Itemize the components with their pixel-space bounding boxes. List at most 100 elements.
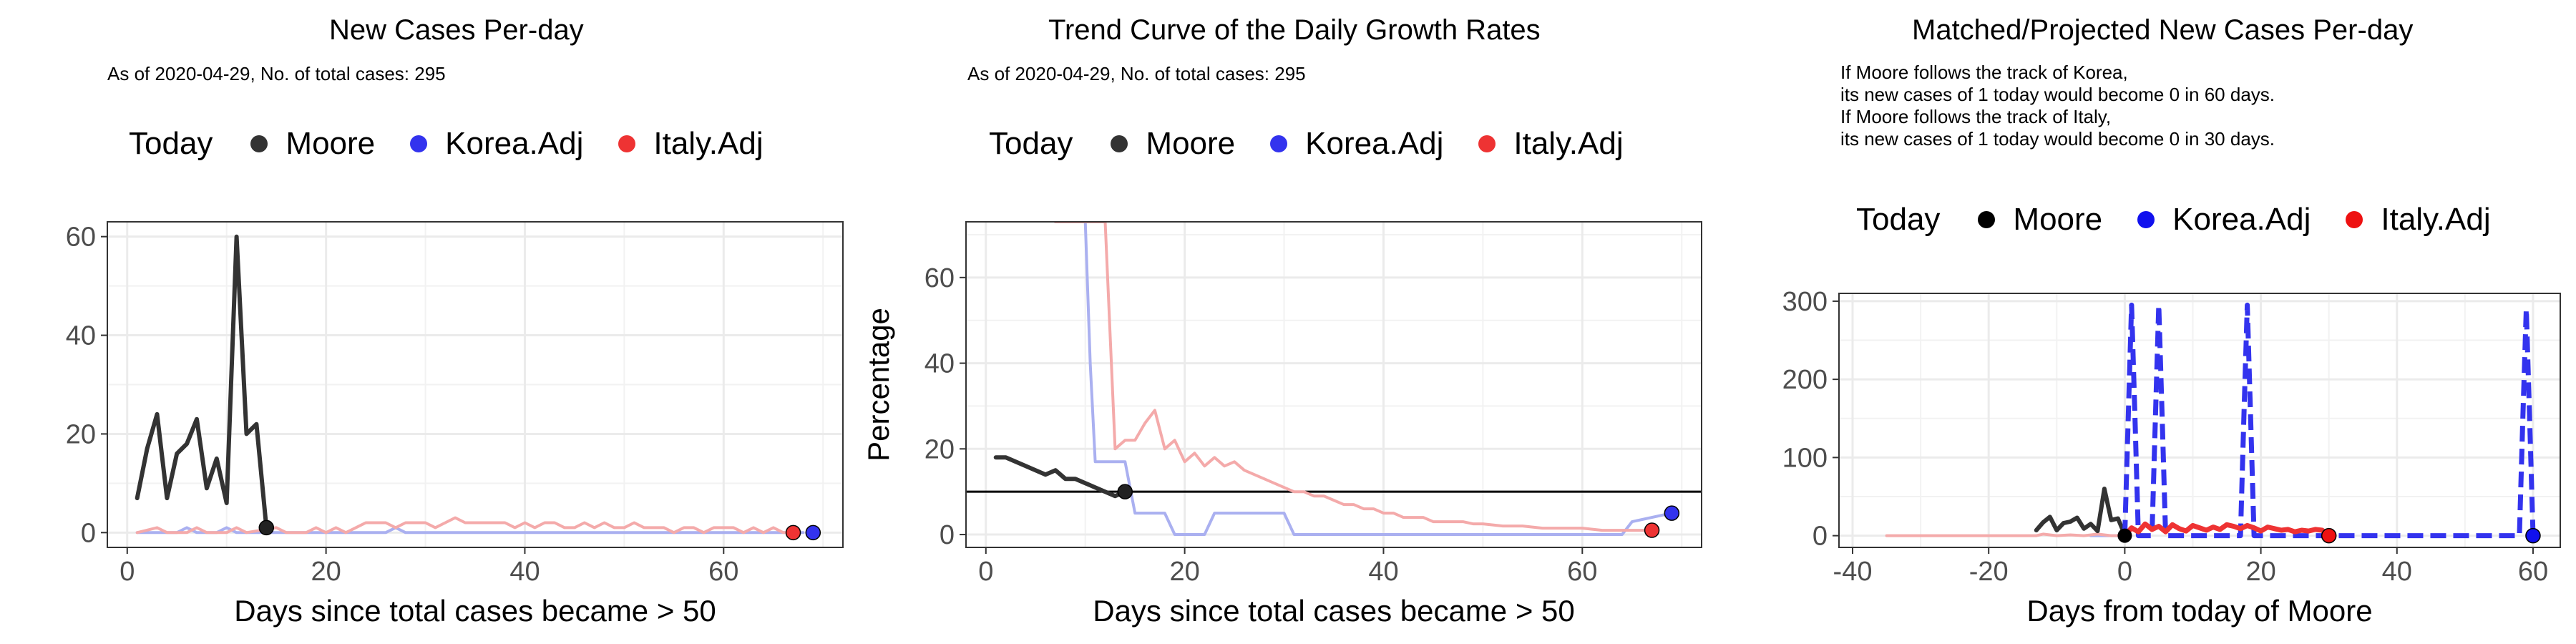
- series-group: [993, 222, 1674, 536]
- x-axis-label: Days since total cases became > 50: [1093, 594, 1575, 628]
- chart-title: Matched/Projected New Cases Per-day: [1912, 14, 2414, 46]
- x-tick-label: 0: [2117, 557, 2132, 587]
- y-tick-label: 200: [1782, 365, 1828, 395]
- legend-label-moore: Moore: [1146, 126, 1236, 161]
- x-tick-label: 20: [1169, 557, 1199, 587]
- x-tick-label: 60: [708, 557, 738, 587]
- y-tick-label: 60: [924, 263, 955, 293]
- y-axis-label: Percentage: [862, 308, 895, 462]
- series-line-moore: [135, 234, 269, 530]
- x-tick-label: 20: [2245, 557, 2275, 587]
- plot-area: [1839, 293, 2560, 547]
- legend-key-moore: [1976, 209, 1997, 230]
- legend-key-moore: [248, 133, 270, 155]
- x-tick-label: 20: [311, 557, 341, 587]
- y-tick-label: 0: [81, 518, 96, 548]
- panel-new-cases: New Cases Per-day As of 2020-04-29, No. …: [0, 0, 859, 644]
- legend-dot-italy-icon: [2346, 211, 2363, 228]
- series-line-korea-adj: [2122, 302, 2536, 539]
- y-tick-label: 40: [924, 349, 955, 379]
- endpoint-korea-adj: [1664, 505, 1680, 521]
- legend-dot-korea-icon: [2137, 211, 2155, 228]
- plot-area: [966, 222, 1702, 547]
- legend-label-moore: Moore: [286, 126, 376, 161]
- legend-key-korea: [2135, 209, 2157, 230]
- legend-label-korea: Korea.Adj: [1305, 126, 1444, 161]
- series-line-moore: [2034, 487, 2127, 537]
- chart-subtitle: As of 2020-04-29, No. of total cases: 29…: [967, 63, 1306, 84]
- y-tick-label: 40: [66, 321, 96, 351]
- y-tick-label: 300: [1782, 287, 1828, 317]
- legend-dot-korea-icon: [410, 135, 428, 152]
- series-line-italy-adj: [1885, 532, 2127, 537]
- legend-key-italy: [2343, 209, 2365, 230]
- endpoint-korea-adj: [2525, 527, 2541, 544]
- x-tick-label: 40: [2382, 557, 2412, 587]
- endpoint-italy-adj: [2321, 527, 2337, 544]
- legend-title: Today: [1856, 202, 1941, 237]
- y-tick-label: 100: [1782, 443, 1828, 473]
- legend: Today Moore Korea.Adj Italy.Adj: [129, 126, 796, 162]
- series-line-italy-adj: [2122, 521, 2332, 539]
- legend-key-moore: [1108, 133, 1130, 155]
- series-line-korea-adj: [135, 526, 805, 535]
- legend-dot-korea-icon: [1270, 135, 1288, 152]
- x-tick-label: 0: [119, 557, 135, 587]
- plot-frame: [1838, 293, 2561, 548]
- legend-label-italy: Italy.Adj: [653, 126, 763, 161]
- legend-dot-italy-icon: [618, 135, 636, 152]
- x-tick-label: 60: [2518, 557, 2548, 587]
- panel-growth-rate: Trend Curve of the Daily Growth Rates As…: [859, 0, 1717, 644]
- x-tick-label: 40: [509, 557, 540, 587]
- x-axis-label: Days since total cases became > 50: [234, 594, 716, 628]
- endpoint-moore: [2117, 528, 2132, 543]
- chart-subtitle-line-2: its new cases of 1 today would become 0 …: [1840, 84, 2275, 105]
- x-tick-label: 60: [1567, 557, 1597, 587]
- chart-title: Trend Curve of the Daily Growth Rates: [1048, 14, 1541, 46]
- legend-dot-moore-icon: [1978, 211, 1996, 228]
- legend: Today Moore Korea.Adj Italy.Adj: [1856, 202, 2524, 238]
- y-tick-label: 0: [1813, 522, 1828, 552]
- y-tick-label: 0: [940, 520, 955, 550]
- plot-frame: [107, 221, 844, 548]
- legend-dot-italy-icon: [1478, 135, 1496, 152]
- x-axis-label: Days from today of Moore: [2026, 594, 2372, 628]
- series-line-moore: [993, 455, 1128, 499]
- legend-key-korea: [1268, 133, 1289, 155]
- legend-label-korea: Korea.Adj: [445, 126, 584, 161]
- legend-key-italy: [616, 133, 638, 155]
- series-group: [1885, 302, 2536, 539]
- legend-label-italy: Italy.Adj: [1513, 126, 1624, 161]
- legend-label-moore: Moore: [2013, 202, 2103, 237]
- chart-svg: -40 -20 0 20 40 60 0 100 200 300 Days from today o…: [1782, 287, 2561, 628]
- series-group: [135, 234, 805, 535]
- endpoint-italy-adj: [1644, 522, 1660, 538]
- endpoint-italy-adj: [785, 525, 801, 541]
- panel-projected: Matched/Projected New Cases Per-day If M…: [1717, 0, 2576, 644]
- series-line-korea-adj: [1054, 222, 1674, 536]
- legend-key-korea: [408, 133, 429, 155]
- chart-subtitle-line-4: its new cases of 1 today would become 0 …: [1840, 128, 2275, 150]
- plot-frame: [965, 221, 1702, 548]
- chart-subtitle-line-1: If Moore follows the track of Korea,: [1840, 62, 2128, 83]
- legend: Today Moore Korea.Adj Italy.Adj: [989, 126, 1657, 162]
- series-line-italy-adj: [135, 516, 795, 535]
- legend-title: Today: [129, 126, 213, 161]
- endpoint-korea-adj: [805, 525, 821, 541]
- legend-title: Today: [989, 126, 1073, 161]
- chart-svg: 0 20 40 60 0 20 40 60 Days since total cases bec…: [862, 221, 1702, 628]
- endpoint-moore: [1117, 484, 1133, 499]
- chart-subtitle: As of 2020-04-29, No. of total cases: 29…: [107, 63, 446, 84]
- y-tick-label: 20: [66, 419, 96, 449]
- x-tick-label: -20: [1969, 557, 2009, 587]
- y-tick-label: 60: [66, 223, 96, 253]
- chart-subtitle-line-3: If Moore follows the track of Italy,: [1840, 106, 2112, 127]
- legend-key-italy: [1476, 133, 1498, 155]
- chart-title: New Cases Per-day: [329, 14, 584, 46]
- x-tick-label: 40: [1368, 557, 1398, 587]
- series-line-italy-adj: [1054, 222, 1654, 532]
- x-tick-label: -40: [1833, 557, 1873, 587]
- legend-dot-moore-icon: [250, 135, 268, 152]
- endpoint-moore: [258, 519, 275, 536]
